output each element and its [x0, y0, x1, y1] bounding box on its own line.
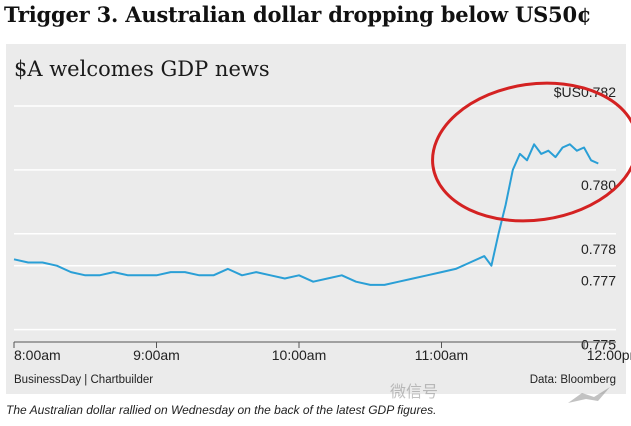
chart-title: $A welcomes GDP news: [14, 57, 270, 81]
y-tick-label: 0.775: [581, 337, 616, 353]
x-tick-label: 12:00pm: [587, 347, 631, 363]
gridlines: [14, 105, 616, 331]
y-unit-label: $US0.782: [554, 84, 616, 100]
x-tick-label: 8:00am: [14, 347, 61, 363]
x-tick-label: 9:00am: [133, 347, 180, 363]
watermark-logo-icon: [568, 387, 610, 403]
x-tick-labels: 8:00am 9:00am 10:00am 11:00am 12:00pm: [13, 341, 631, 363]
source-right: Data: Bloomberg: [530, 374, 616, 386]
headline: Trigger 3. Australian dollar dropping be…: [4, 2, 592, 27]
chart-panel: [6, 44, 626, 394]
y-tick-label: 0.780: [581, 177, 616, 193]
y-tick-label: 0.778: [581, 241, 616, 257]
series-line: [13, 143, 599, 286]
watermark-text: 微信号: [390, 382, 439, 401]
caption: The Australian dollar rallied on Wednesd…: [6, 403, 437, 417]
source-left: BusinessDay | Chartbuilder: [14, 374, 153, 386]
x-tick-label: 10:00am: [272, 347, 326, 363]
y-tick-label: 0.777: [581, 273, 616, 289]
highlight-ellipse: [431, 81, 631, 223]
x-tick-label: 11:00am: [415, 347, 468, 363]
y-tick-labels: 0.780 0.778 0.777 0.775: [581, 177, 616, 353]
